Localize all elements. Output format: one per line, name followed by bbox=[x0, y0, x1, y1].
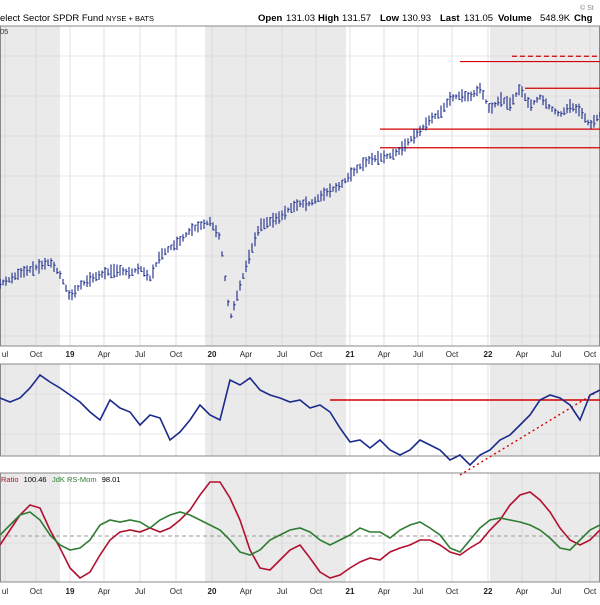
relative-strength-line bbox=[0, 373, 600, 467]
legend-ratio-name: Ratio bbox=[1, 475, 19, 484]
x-tick-label: Oct bbox=[446, 587, 459, 596]
x-tick-label: Oct bbox=[30, 587, 43, 596]
legend-ratio-value: 100.46 bbox=[24, 475, 47, 484]
x-tick-label: Oct bbox=[170, 350, 183, 359]
x-tick-label: ul bbox=[2, 587, 8, 596]
x-tick-label: Jul bbox=[135, 350, 145, 359]
x-tick-label: Oct bbox=[30, 350, 43, 359]
x-tick-label: Apr bbox=[240, 350, 253, 359]
x-axis-ticks-bottom: ul Oct 19 Apr Jul Oct 20 Apr Jul Oct 21 Apr Jul Oct 22… bbox=[2, 587, 597, 596]
year-band bbox=[205, 364, 346, 456]
x-tick-label: 19 bbox=[66, 587, 75, 596]
x-tick-label: 20 bbox=[208, 587, 217, 596]
panel-frames bbox=[0, 25, 600, 583]
rs-annotation-lines bbox=[330, 389, 600, 476]
rs-ratio-line bbox=[0, 481, 600, 580]
x-tick-label: Oct bbox=[584, 587, 597, 596]
x-tick-label: Apr bbox=[516, 587, 529, 596]
fund-title: elect Sector SPDR Fund bbox=[0, 13, 104, 24]
high-label: High bbox=[318, 13, 339, 24]
x-tick-label: Apr bbox=[98, 350, 111, 359]
header: elect Sector SPDR Fund NYSE + BATS Open … bbox=[0, 4, 594, 36]
year-band bbox=[205, 26, 346, 346]
year-band bbox=[490, 26, 600, 346]
x-tick-label: Apr bbox=[516, 350, 529, 359]
low-label: Low bbox=[380, 13, 400, 24]
x-tick-label: Jul bbox=[135, 587, 145, 596]
last-label: Last bbox=[440, 13, 460, 24]
chg-label: Chg bbox=[574, 13, 593, 24]
year-band bbox=[0, 364, 60, 456]
x-axis-ticks-top: ul Oct 19 Apr Jul Oct 20 Apr Jul Oct 21 Apr Jul Oct 22… bbox=[2, 350, 597, 359]
exchange-label: NYSE + BATS bbox=[106, 14, 154, 23]
x-tick-label: Jul bbox=[551, 587, 561, 596]
x-tick-label: Oct bbox=[170, 587, 183, 596]
x-tick-label: Apr bbox=[378, 350, 391, 359]
x-tick-label: Jul bbox=[277, 350, 287, 359]
legend-ratio: Ratio 100.46 bbox=[1, 475, 47, 484]
rs-trend-line bbox=[459, 389, 600, 476]
open-label: Open bbox=[258, 13, 282, 24]
x-tick-label: 22 bbox=[484, 350, 493, 359]
x-tick-label: 22 bbox=[484, 587, 493, 596]
x-tick-label: Jul bbox=[413, 350, 423, 359]
year-band bbox=[0, 26, 60, 346]
x-tick-label: 21 bbox=[346, 587, 355, 596]
watermark: © St bbox=[580, 4, 594, 12]
x-tick-label: Jul bbox=[551, 350, 561, 359]
year-band bbox=[0, 473, 60, 582]
rs-momentum-line bbox=[0, 511, 600, 556]
price-support-lines bbox=[380, 55, 600, 149]
x-tick-label: 20 bbox=[208, 350, 217, 359]
high-value: 131.57 bbox=[342, 13, 371, 24]
x-tick-label: Apr bbox=[240, 587, 253, 596]
legend-momentum-name: JdK RS-Mom bbox=[52, 475, 97, 484]
x-tick-label: Oct bbox=[446, 350, 459, 359]
legend-momentum-value: 98.01 bbox=[102, 475, 121, 484]
x-tick-label: Apr bbox=[378, 587, 391, 596]
low-value: 130.93 bbox=[402, 13, 431, 24]
x-tick-label: Oct bbox=[310, 350, 323, 359]
x-tick-label: Oct bbox=[584, 350, 597, 359]
last-value: 131.05 bbox=[464, 13, 493, 24]
year-band bbox=[490, 364, 600, 456]
tiny-label: 05 bbox=[0, 27, 8, 36]
rrg-legend: Ratio 100.46 JdK RS-Mom 98.01 bbox=[1, 475, 120, 484]
x-tick-label: Oct bbox=[310, 587, 323, 596]
x-tick-label: Apr bbox=[98, 587, 111, 596]
x-tick-label: Jul bbox=[413, 587, 423, 596]
year-bands bbox=[0, 26, 600, 582]
year-band bbox=[205, 473, 346, 582]
x-tick-label: Jul bbox=[277, 587, 287, 596]
x-tick-label: ul bbox=[2, 350, 8, 359]
volume-value: 548.9K bbox=[540, 13, 571, 24]
x-tick-label: 21 bbox=[346, 350, 355, 359]
x-tick-label: 19 bbox=[66, 350, 75, 359]
legend-momentum: JdK RS-Mom 98.01 bbox=[52, 475, 120, 484]
year-band bbox=[490, 473, 600, 582]
volume-label: Volume bbox=[498, 13, 532, 24]
price-ohlc-bars bbox=[0, 82, 600, 319]
open-value: 131.03 bbox=[286, 13, 315, 24]
